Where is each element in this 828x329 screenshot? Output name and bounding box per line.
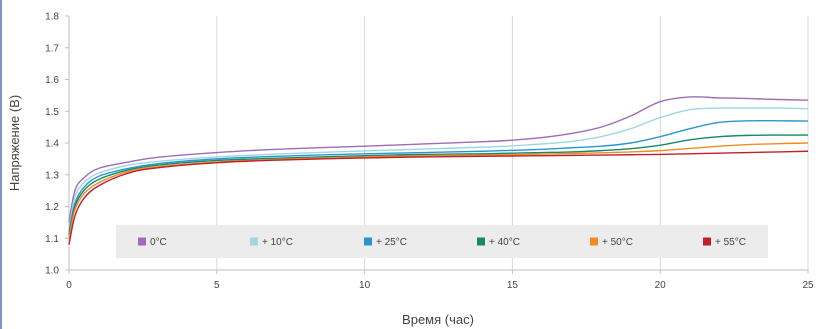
y-axis-title: Напряжение (В) [7,95,22,191]
legend-box [116,225,768,258]
legend-label: + 55°C [715,237,746,248]
y-tick-label: 1.0 [45,266,59,277]
y-tick-label: 1.3 [45,170,59,181]
series-lines [68,96,809,245]
legend-swatch [590,237,598,246]
series-line [68,134,809,236]
y-tick-label: 1.1 [45,234,59,245]
series-line [68,142,809,239]
x-tick-label: 10 [359,280,371,291]
x-tick-label: 5 [214,280,220,291]
legend-swatch [138,237,146,246]
legend-swatch [703,237,711,246]
y-tick-label: 1.8 [45,12,59,23]
x-tick-label: 20 [655,280,667,291]
y-tick-label: 1.2 [45,202,59,213]
y-tick-label: 1.5 [45,107,59,118]
x-tick-label: 0 [66,280,72,291]
legend-swatch [364,237,372,246]
legend-label: 0°C [150,237,167,248]
series-line [68,119,809,233]
legend-swatch [477,237,485,246]
series-line [68,150,809,245]
series-line [68,96,809,223]
series-line [68,107,809,229]
legend-label: + 25°C [376,237,407,248]
legend-label: + 40°C [489,237,520,248]
x-tick-label: 15 [507,280,519,291]
left-edge-line [0,0,2,329]
x-axis-title: Время (час) [402,312,474,327]
y-tick-label: 1.7 [45,43,59,54]
y-tick-label: 1.6 [45,75,59,86]
x-tick-label: 25 [802,280,814,291]
legend-label: + 50°C [602,237,633,248]
legend-swatch [250,237,258,246]
legend-label: + 10°C [262,237,293,248]
legend: 0°C + 10°C + 25°C + 40°C + 50°C + 55°C [116,225,768,258]
axes: 1.0 1.1 1.2 1.3 1.4 1.5 1.6 1.7 1.8 0 5 10 15 20 25 [45,12,814,292]
y-tick-label: 1.4 [45,139,59,150]
